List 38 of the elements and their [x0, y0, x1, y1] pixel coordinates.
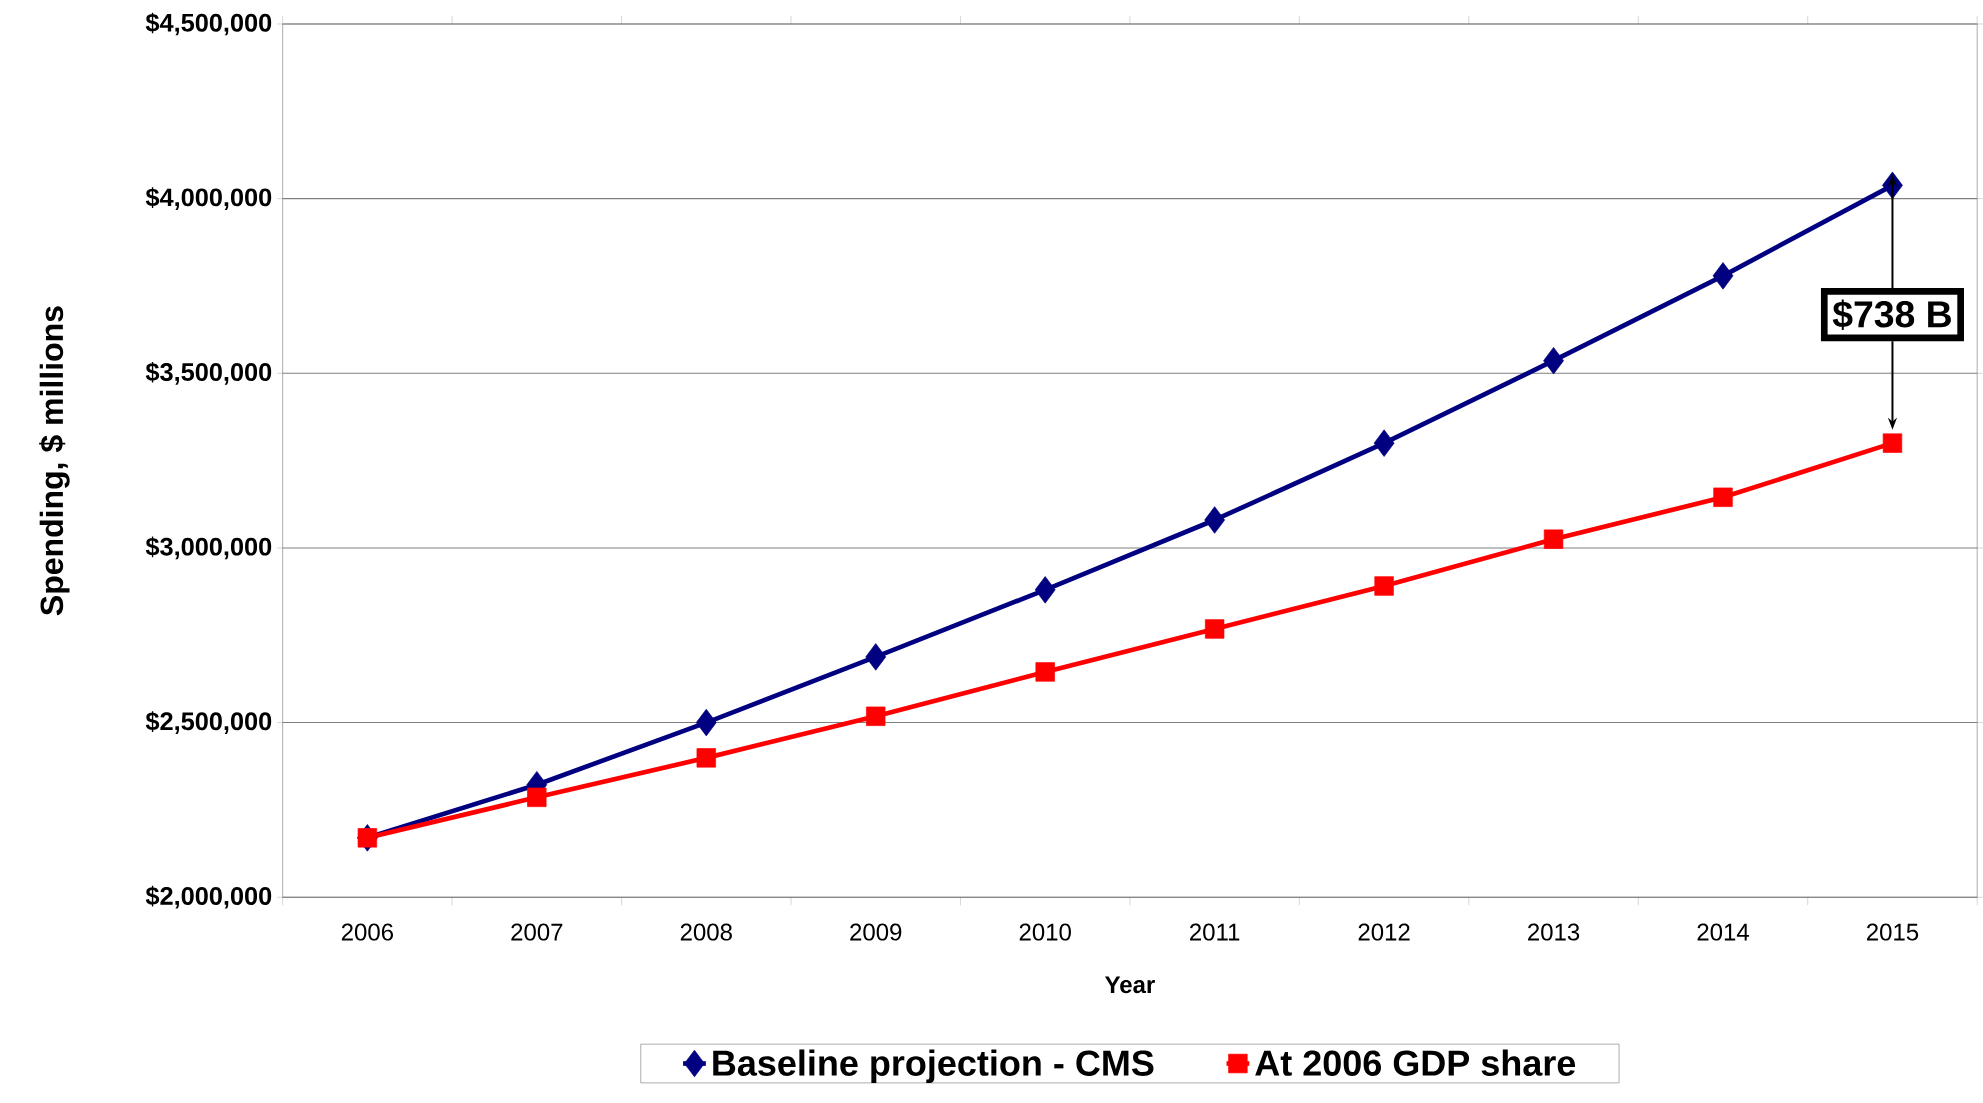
y-tick-label: $2,500,000 — [145, 711, 272, 735]
x-tick-label: 2009 — [850, 923, 902, 941]
y-tick-label: $4,500,000 — [145, 12, 272, 36]
point — [1713, 487, 1733, 508]
y-tick-label: $4,000,000 — [145, 187, 272, 211]
point — [1204, 619, 1225, 639]
point — [1035, 662, 1055, 682]
point — [1543, 347, 1564, 375]
x-tick-label: 2007 — [511, 923, 563, 941]
annotation: $738 B — [1832, 299, 1951, 331]
y-tick-label: $3,500,000 — [145, 362, 272, 385]
y-axis-title: Spending, $ millions — [39, 306, 70, 616]
point — [1034, 576, 1056, 604]
x-tick-label: 2011 — [1190, 923, 1240, 941]
legend-label: Baseline projection - CMS — [713, 1049, 1154, 1084]
point — [1204, 506, 1225, 534]
point — [357, 828, 378, 848]
point — [1712, 262, 1734, 290]
point — [866, 706, 886, 727]
x-tick-label: 2014 — [1697, 923, 1749, 941]
point — [1373, 429, 1395, 458]
point — [1374, 576, 1394, 596]
point — [1882, 433, 1903, 454]
point — [865, 643, 887, 671]
x-tick-label: 2013 — [1528, 923, 1580, 941]
point — [696, 748, 716, 768]
x-tick-label: 2015 — [1866, 923, 1919, 941]
x-axis-title: Year — [1104, 976, 1155, 994]
x-tick-label: 2012 — [1358, 923, 1410, 941]
x-tick-label: 2008 — [680, 923, 732, 941]
point — [695, 709, 717, 737]
x-tick-label: 2010 — [1019, 923, 1071, 941]
x-tick-label: 2006 — [341, 923, 393, 941]
point — [527, 787, 547, 808]
point — [1543, 529, 1564, 550]
legend-label: At 2006 GDP share — [1255, 1049, 1576, 1077]
y-tick-label: $3,000,000 — [145, 536, 272, 560]
y-tick-label: $2,000,000 — [145, 886, 272, 909]
